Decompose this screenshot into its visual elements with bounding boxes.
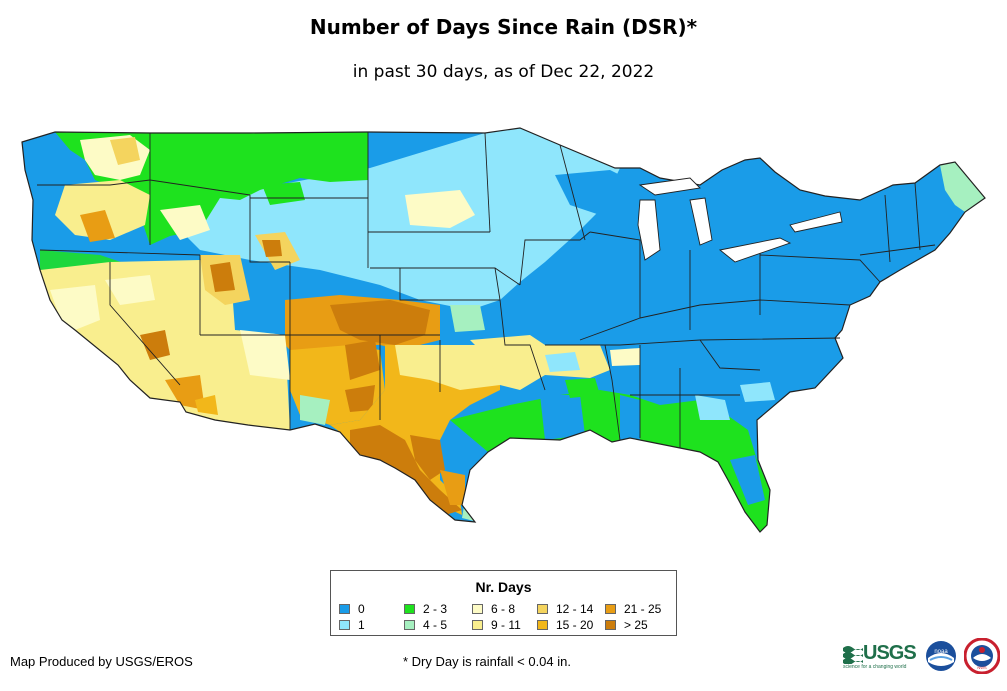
legend-label: 9 - 11 (491, 618, 521, 632)
legend-label: 6 - 8 (491, 602, 516, 616)
legend-label: 21 - 25 (624, 602, 662, 616)
legend-item-5: 9 - 11 (472, 618, 521, 632)
legend-label: > 25 (624, 618, 648, 632)
legend-label: 1 (358, 618, 365, 632)
legend-title: Nr. Days (475, 579, 532, 595)
usgs-wordmark: USGS (863, 642, 917, 664)
legend-label: 4 - 5 (423, 618, 448, 632)
legend-swatch (404, 604, 415, 614)
legend-item-1: 1 (339, 618, 365, 632)
usgs-wave-icon (843, 646, 863, 664)
map-credit: Map Produced by USGS/EROS (10, 654, 193, 669)
map-subtitle: in past 30 days, as of Dec 22, 2022 (352, 62, 655, 82)
legend-item-2: 2 - 3 (404, 602, 447, 616)
legend-swatch (472, 620, 483, 630)
legend-item-3: 4 - 5 (404, 618, 447, 632)
dry-day-footnote: * Dry Day is rainfall < 0.04 in. (403, 654, 571, 669)
legend-swatch (339, 620, 350, 630)
usgs-tagline: science for a changing world (843, 664, 907, 670)
legend-label: 12 - 14 (556, 602, 594, 616)
nws-logo: NWS (964, 638, 1000, 674)
legend: Nr. Days 0 1 2 - 3 4 - 5 6 - 8 9 - 11 12… (330, 570, 677, 636)
legend-item-9: > 25 (605, 618, 648, 632)
legend-label: 15 - 20 (556, 618, 594, 632)
legend-swatch (605, 620, 616, 630)
map-title: Number of Days Since Rain (DSR)* (309, 15, 698, 39)
legend-swatch (537, 620, 548, 630)
legend-item-8: 21 - 25 (605, 602, 661, 616)
noaa-wordmark: noaa (934, 649, 948, 655)
legend-label: 0 (358, 602, 365, 616)
legend-item-6: 12 - 14 (537, 602, 593, 616)
legend-label: 2 - 3 (423, 602, 448, 616)
nws-wordmark: NWS (977, 665, 987, 670)
legend-swatch (472, 604, 483, 614)
legend-swatch (339, 604, 350, 614)
legend-swatch (537, 604, 548, 614)
usgs-logo: USGS science for a changing world (843, 642, 921, 672)
legend-swatch (605, 604, 616, 614)
legend-item-0: 0 (339, 602, 365, 616)
noaa-logo: noaa (926, 641, 956, 671)
legend-item-7: 15 - 20 (537, 618, 593, 632)
legend-swatch (404, 620, 415, 630)
legend-item-4: 6 - 8 (472, 602, 515, 616)
